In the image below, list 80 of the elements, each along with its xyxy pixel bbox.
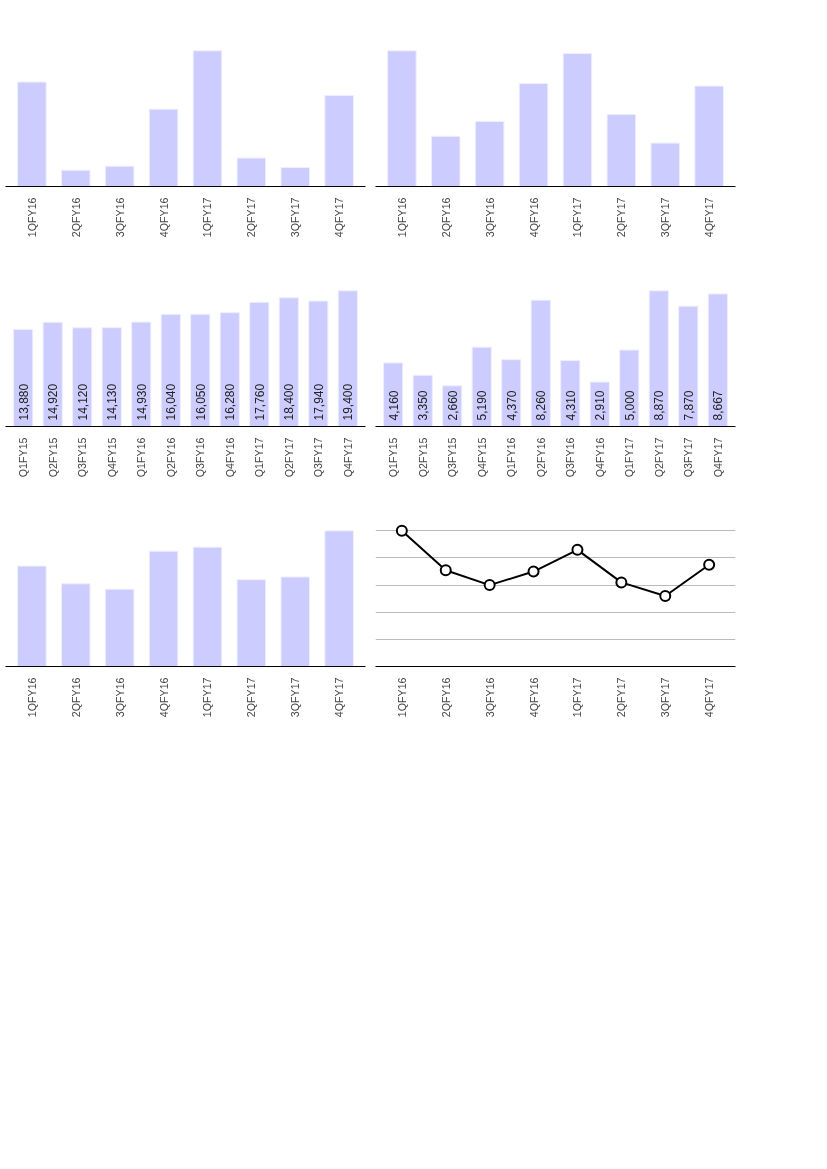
x-tick-label: 3QFY17 <box>289 197 302 238</box>
x-tick-label: Q2FY15 <box>416 437 429 478</box>
x-tick-label: 4QFY17 <box>703 197 716 238</box>
x-tick-label: Q1FY16 <box>505 437 518 478</box>
x-tick-label: Q1FY15 <box>387 437 400 478</box>
x-tick-label: Q1FY17 <box>253 437 266 478</box>
data-label: 17,940 <box>311 383 326 421</box>
x-tick-label: 1QFY16 <box>25 677 38 718</box>
x-tick-label: 3QFY16 <box>113 197 126 238</box>
x-tick-label: 3QFY17 <box>659 677 672 718</box>
data-label: 5,000 <box>622 390 637 421</box>
x-tick-label: 4QFY16 <box>527 197 540 238</box>
data-label: 8,667 <box>711 390 726 421</box>
x-tick-label: 3QFY17 <box>659 197 672 238</box>
x-tick-label: 2QFY16 <box>439 677 452 718</box>
x-tick-label: Q2FY16 <box>164 437 177 478</box>
x-tick-label: 2QFY17 <box>615 197 628 238</box>
x-tick-label: Q1FY16 <box>135 437 148 478</box>
data-label: 8,260 <box>534 390 549 421</box>
x-tick-label: 3QFY16 <box>483 197 496 238</box>
x-tick-label: 2QFY16 <box>439 197 452 238</box>
x-tick-label: Q4FY17 <box>711 437 724 478</box>
data-label: 14,130 <box>105 383 120 421</box>
x-tick-label: Q3FY15 <box>76 437 89 478</box>
x-tick-label: 4QFY16 <box>157 197 170 238</box>
data-label: 14,930 <box>134 383 149 421</box>
x-tick-label: 1QFY17 <box>201 677 214 718</box>
x-tick-label: Q4FY16 <box>223 437 236 478</box>
x-tick-label: Q2FY17 <box>652 437 665 478</box>
x-tick-label: Q4FY17 <box>341 437 354 478</box>
x-tick-label: 2QFY16 <box>69 677 82 718</box>
x-tick-label: Q3FY16 <box>564 437 577 478</box>
x-tick-label: Q2FY17 <box>282 437 295 478</box>
x-tick-label: 1QFY16 <box>395 197 408 238</box>
data-label: 16,280 <box>223 383 238 421</box>
x-tick-label: 4QFY16 <box>157 677 170 718</box>
data-label: 16,050 <box>193 383 208 421</box>
data-label: 8,870 <box>652 390 667 421</box>
x-tick-label: 1QFY16 <box>395 677 408 718</box>
x-tick-label: Q3FY17 <box>682 437 695 478</box>
data-label: 3,350 <box>416 390 431 421</box>
x-tick-label: 4QFY17 <box>333 197 346 238</box>
data-label: 2,660 <box>445 390 460 421</box>
x-tick-label: 4QFY17 <box>333 677 346 718</box>
data-label: 19,400 <box>341 383 356 421</box>
x-tick-label: Q2FY16 <box>534 437 547 478</box>
data-label: 18,400 <box>282 383 297 421</box>
x-tick-label: Q1FY15 <box>17 437 30 478</box>
data-label: 5,190 <box>475 390 490 421</box>
x-tick-label: 2QFY17 <box>245 197 258 238</box>
x-tick-label: Q2FY15 <box>46 437 59 478</box>
x-tick-label: Q3FY17 <box>312 437 325 478</box>
data-label: 14,920 <box>46 383 61 421</box>
x-tick-label: 1QFY17 <box>201 197 214 238</box>
x-tick-label: 1QFY16 <box>25 197 38 238</box>
data-label: 4,310 <box>563 390 578 421</box>
x-tick-label: 4QFY16 <box>527 677 540 718</box>
x-tick-label: 1QFY17 <box>571 197 584 238</box>
x-tick-label: 4QFY17 <box>703 677 716 718</box>
x-tick-label: Q3FY16 <box>194 437 207 478</box>
data-label: 17,760 <box>252 383 267 421</box>
x-tick-label: Q3FY15 <box>446 437 459 478</box>
x-tick-label: Q4FY15 <box>105 437 118 478</box>
data-label: 4,160 <box>386 390 401 421</box>
data-label: 16,040 <box>164 383 179 421</box>
x-tick-label: 3QFY16 <box>113 677 126 718</box>
x-tick-label: 2QFY16 <box>69 197 82 238</box>
x-tick-label: Q1FY17 <box>623 437 636 478</box>
x-tick-label: Q4FY16 <box>593 437 606 478</box>
data-label: 14,120 <box>75 383 90 421</box>
x-tick-label: Q4FY15 <box>475 437 488 478</box>
x-tick-label: 2QFY17 <box>245 677 258 718</box>
data-label: 13,880 <box>16 383 31 421</box>
x-tick-label: 1QFY17 <box>571 677 584 718</box>
data-label: 4,370 <box>504 390 519 421</box>
data-label: 7,870 <box>681 390 696 421</box>
x-tick-label: 2QFY17 <box>615 677 628 718</box>
x-tick-label: 3QFY16 <box>483 677 496 718</box>
data-label: 2,910 <box>593 390 608 421</box>
x-tick-label: 3QFY17 <box>289 677 302 718</box>
